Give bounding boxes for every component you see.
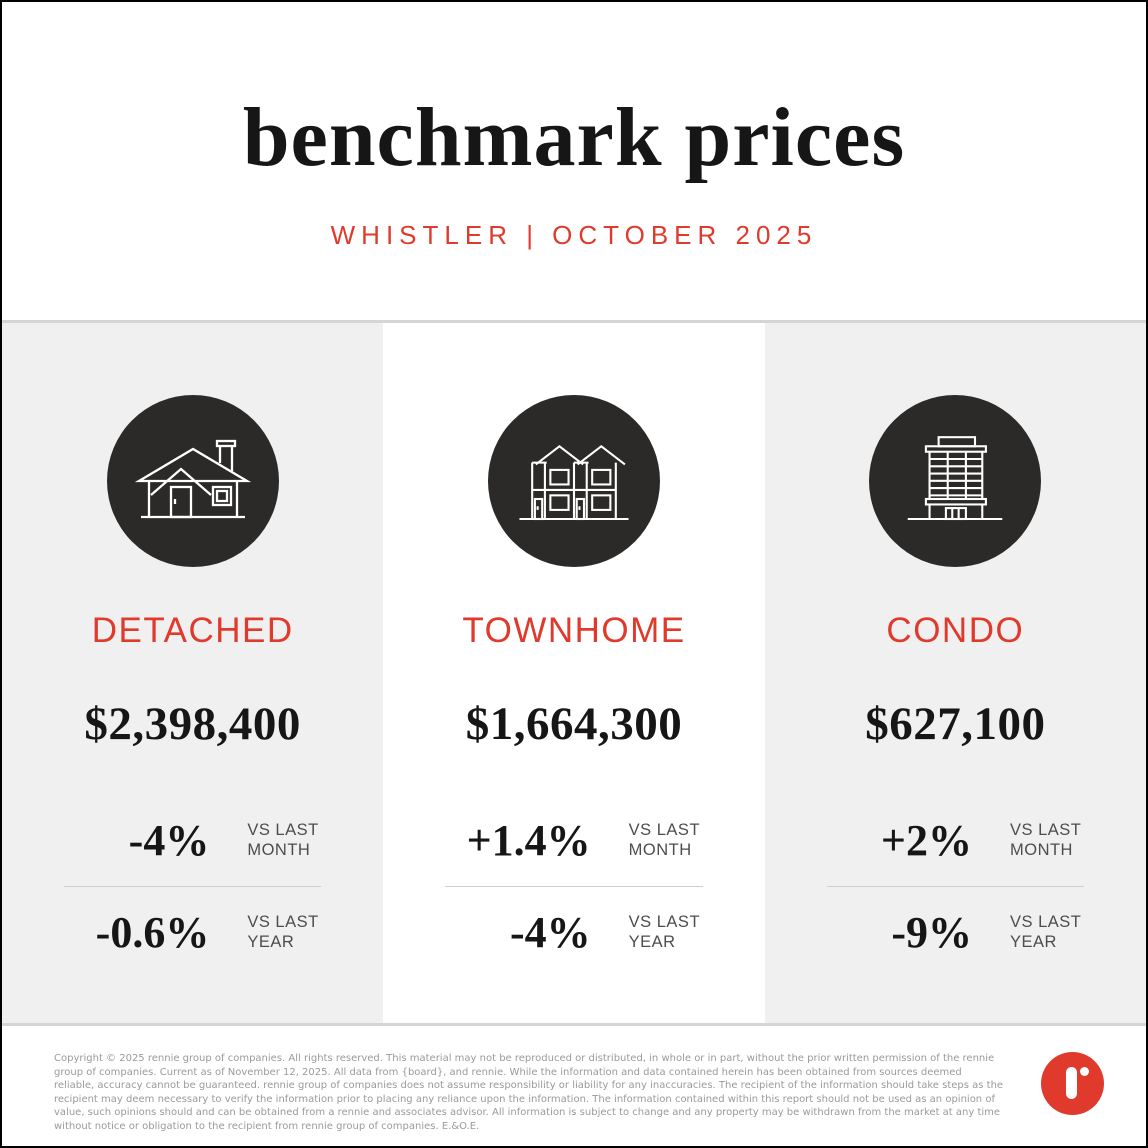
townhome-month-row: +1.4% VS LAST MONTH [383,799,764,882]
column-label-detached: DETACHED [91,611,294,650]
townhome-icon-circle [487,395,660,567]
condo-month-row: +2% VS LAST MONTH [765,799,1146,882]
townhome-icon [514,429,634,534]
townhome-year-row: -4% VS LAST YEAR [383,891,764,974]
detached-year-change: -0.6% [95,908,210,957]
footer: Copyright © 2025 rennie group of compani… [2,1026,1146,1146]
detached-change-block: -4% VS LAST MONTH -0.6% VS LAST YEAR [2,799,383,974]
rennie-logo-dot [1080,1067,1089,1076]
detached-year-row: -0.6% VS LAST YEAR [2,891,383,974]
condo-benchmark-price: $627,100 [865,698,1046,750]
detached-icon-circle [106,395,279,567]
divider-line [64,886,322,887]
rennie-logo [1041,1052,1104,1115]
header: benchmark prices WHISTLER | OCTOBER 2025 [2,2,1146,320]
location-date-subtitle: WHISTLER | OCTOBER 2025 [330,220,818,250]
townhome-year-label: VS LAST YEAR [628,913,700,951]
column-condo: CONDO $627,100 +2% VS LAST MONTH -9% VS … [764,323,1146,1023]
copyright-disclaimer: Copyright © 2025 rennie group of compani… [54,1053,1004,1132]
condo-month-change: +2% [880,816,972,865]
townhome-year-change: -4% [510,908,591,957]
condo-year-label: VS LAST YEAR [1009,913,1082,951]
detached-month-label: VS LAST MONTH [247,821,319,859]
condo-building-icon [895,429,1015,534]
condo-change-block: +2% VS LAST MONTH -9% VS LAST YEAR [765,799,1146,974]
column-label-condo: CONDO [886,611,1025,650]
detached-benchmark-price: $2,398,400 [84,698,301,750]
townhome-benchmark-price: $1,664,300 [465,698,683,750]
condo-year-change: -9% [891,908,972,957]
divider-line [445,886,703,887]
column-label-townhome: TOWNHOME [462,611,686,650]
condo-icon-circle [869,395,1042,567]
detached-month-change: -4% [128,816,210,865]
detached-month-row: -4% VS LAST MONTH [2,799,383,882]
condo-month-label: VS LAST MONTH [1009,821,1082,859]
detached-house-icon [133,429,253,534]
column-detached: DETACHED $2,398,400 -4% VS LAST MONTH -0… [2,323,384,1023]
townhome-month-change: +1.4% [466,816,591,865]
condo-year-row: -9% VS LAST YEAR [765,891,1146,974]
townhome-change-block: +1.4% VS LAST MONTH -4% VS LAST YEAR [383,799,764,974]
page-title: benchmark prices [242,91,906,184]
divider-line [826,886,1084,887]
stats-section: DETACHED $2,398,400 -4% VS LAST MONTH -0… [2,320,1146,1026]
detached-year-label: VS LAST YEAR [247,913,319,951]
rennie-logo-bar [1066,1067,1077,1099]
townhome-month-label: VS LAST MONTH [628,821,700,859]
column-townhome: TOWNHOME $1,664,300 +1.4% VS LAST MONTH … [383,323,765,1023]
